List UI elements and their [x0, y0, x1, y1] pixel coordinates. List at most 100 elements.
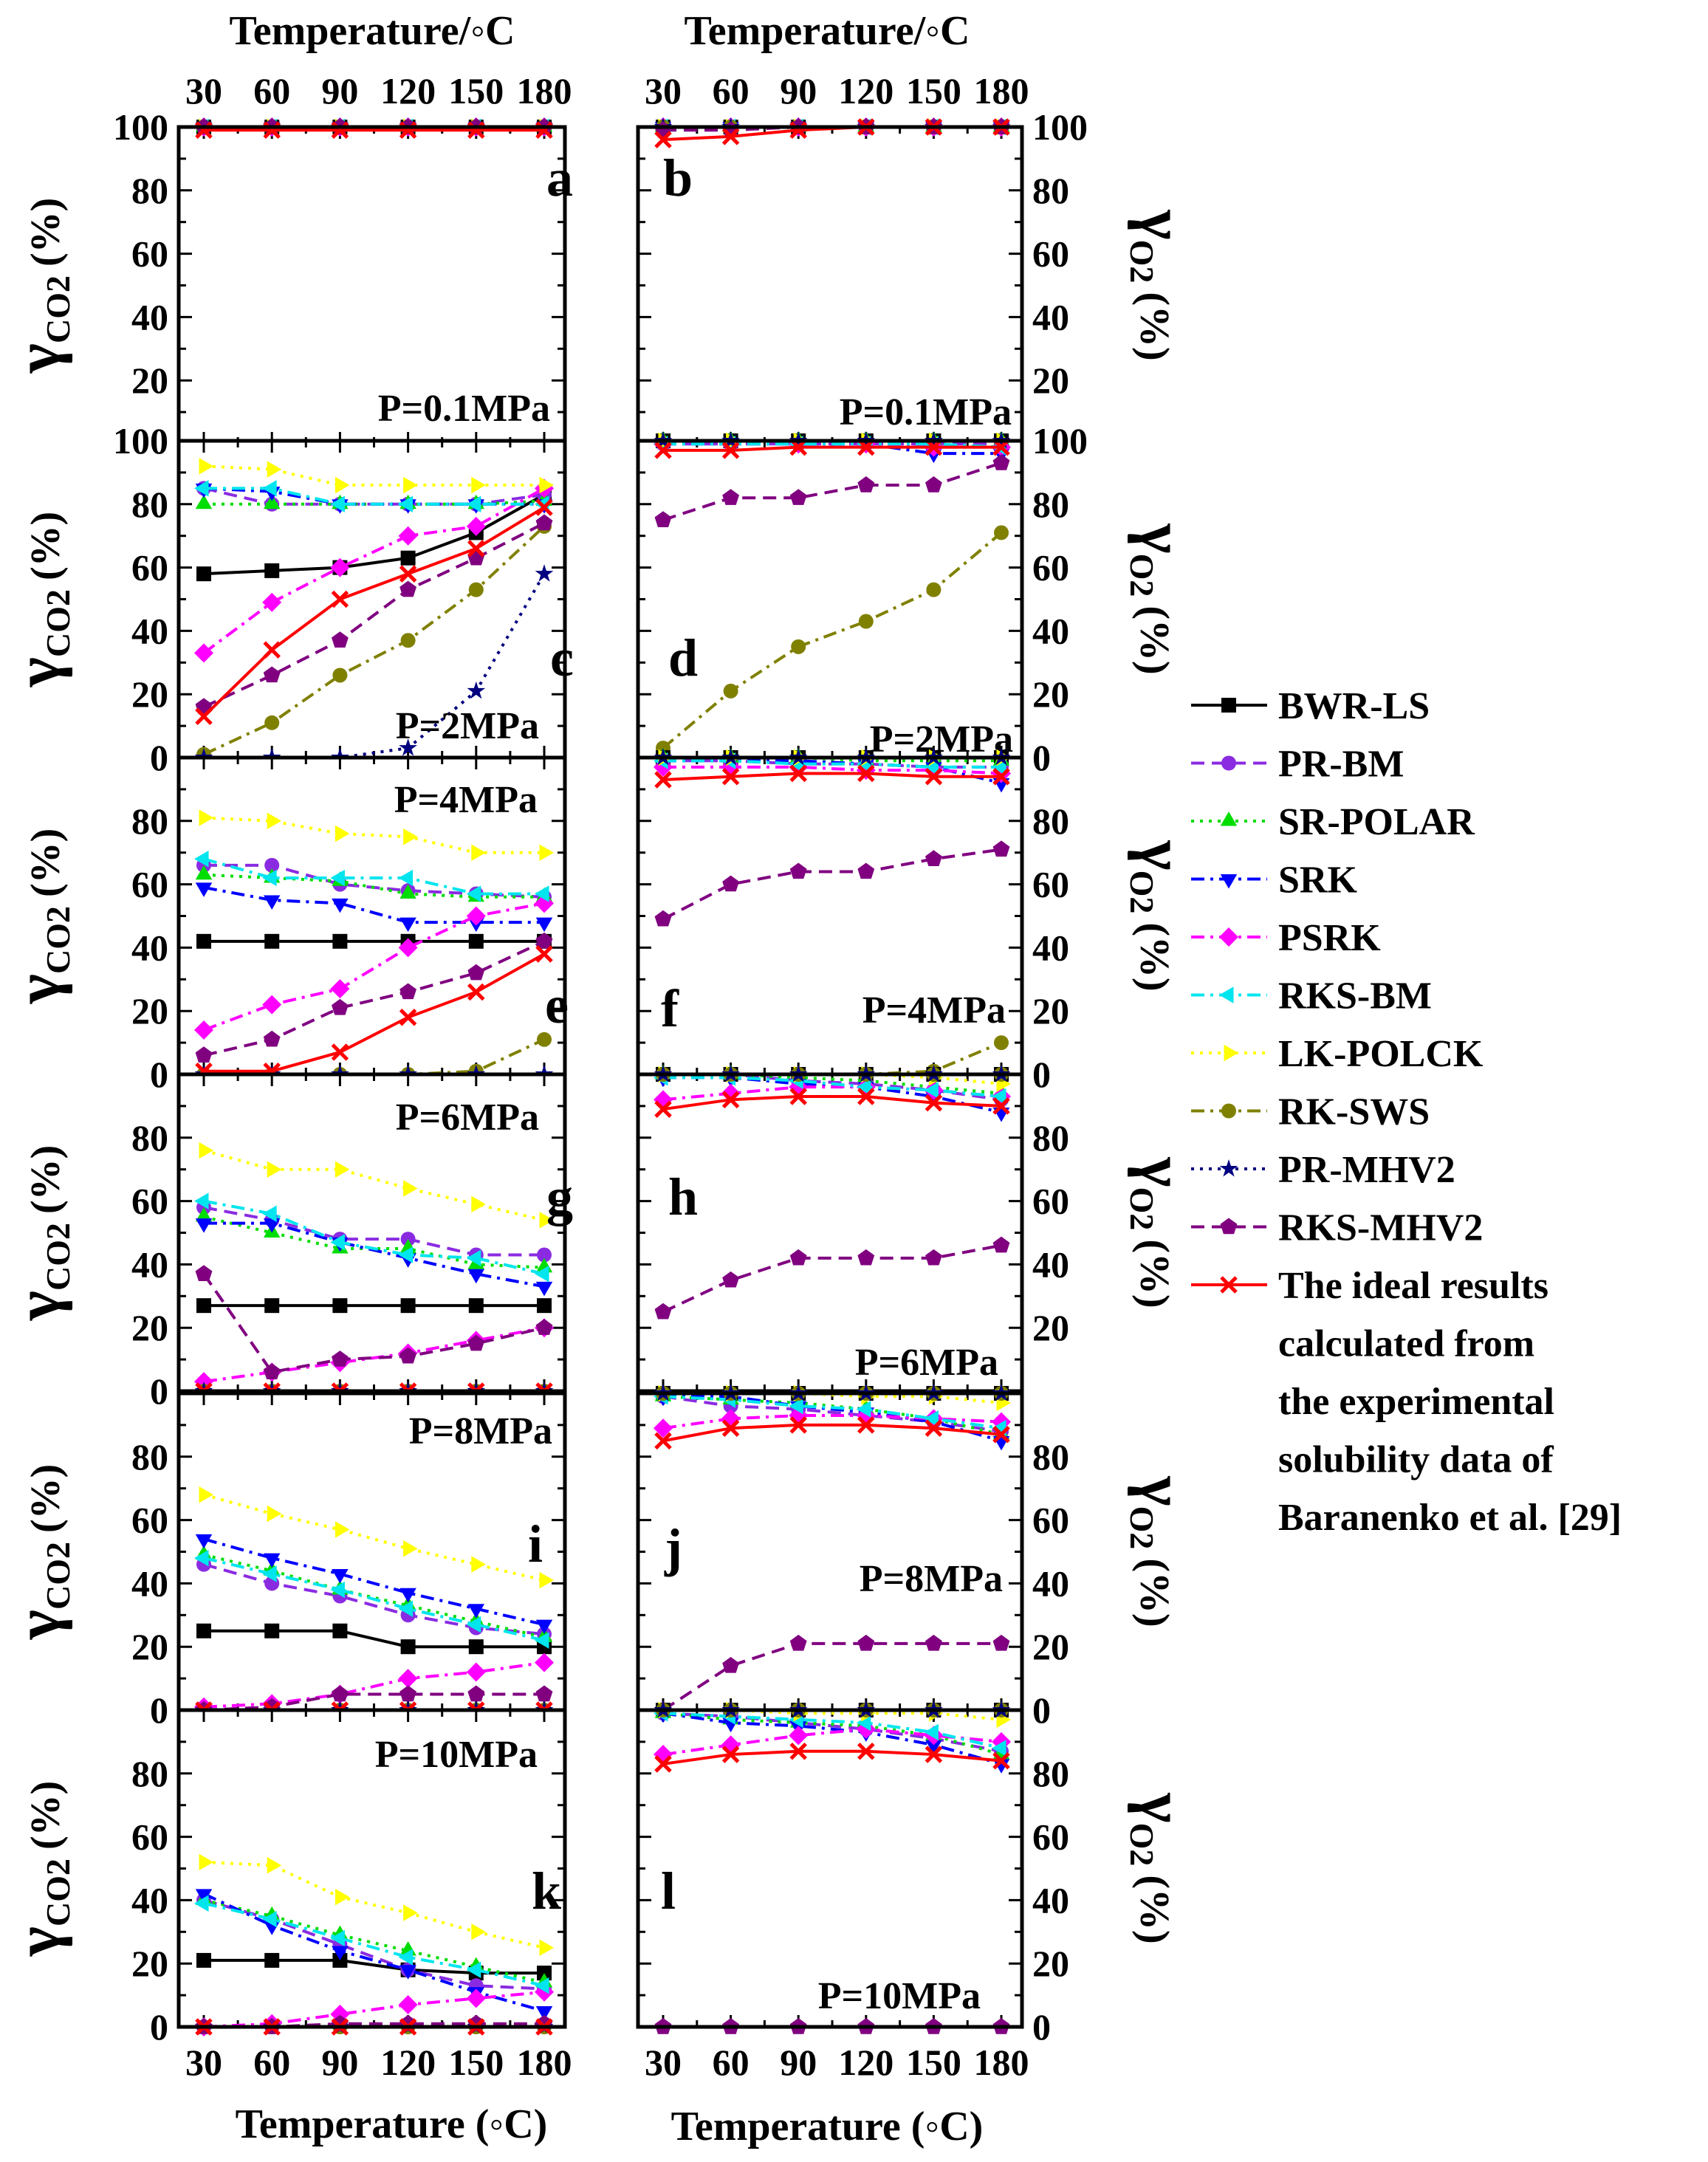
data-point: [332, 668, 348, 683]
legend-marker: [1219, 927, 1238, 947]
data-point: [467, 681, 486, 699]
series-rks-bm: [194, 1549, 549, 1649]
series-lk-polck: [199, 458, 554, 494]
y-axis-title: γO2 (%): [1123, 523, 1198, 674]
data-point: [535, 2006, 553, 2021]
y-axis-unit: (%): [1131, 1558, 1177, 1627]
y-tick-label: 0: [1032, 2006, 1051, 2048]
data-point: [721, 128, 740, 145]
data-point: [721, 1091, 740, 1109]
series-line: [203, 902, 545, 1032]
y-tick-label: 40: [1032, 296, 1069, 337]
data-point: [194, 1020, 213, 1040]
data-point: [654, 1418, 673, 1438]
data-point: [398, 1246, 414, 1263]
series-line: [662, 772, 1001, 782]
y-axis-symbol: γ: [2, 1926, 73, 1957]
legend-label: LK-POLCK: [1278, 1033, 1484, 1075]
plot-area: [638, 1710, 1022, 2027]
y-tick-label: 100: [1032, 106, 1088, 148]
y-axis-unit: (%): [1131, 1239, 1177, 1308]
data-point: [398, 938, 418, 958]
data-point: [332, 898, 349, 913]
pressure-label: P=8MPa: [409, 1410, 552, 1452]
panel-letter: f: [661, 979, 679, 1038]
y-tick-label: 40: [131, 1562, 168, 1604]
data-point: [331, 1685, 349, 1702]
y-axis-subscript: CO2: [39, 1859, 77, 1926]
panel-letter: a: [546, 148, 573, 207]
data-point: [195, 707, 213, 725]
series-line: [203, 1892, 545, 2013]
y-axis-symbol: γ: [1127, 1475, 1198, 1506]
data-point: [925, 1094, 943, 1112]
series-line: [662, 1423, 1002, 1443]
x-tick-label-top: 150: [448, 70, 504, 111]
data-point: [721, 1746, 740, 1763]
data-point: [264, 563, 280, 578]
y-tick-label: 80: [1032, 170, 1069, 211]
panel-frame: [636, 1708, 1024, 2029]
y-axis-symbol: γ: [1127, 1792, 1198, 1822]
legend-label: RKS-BM: [1278, 975, 1432, 1017]
data-point: [196, 1623, 211, 1638]
data-point: [264, 1298, 280, 1314]
y-axis-title: γCO2 (%): [2, 1464, 77, 1641]
series-rks-mhv2: [654, 1236, 1010, 1319]
data-point: [468, 582, 484, 597]
y-tick-label: 40: [1032, 927, 1069, 968]
x-tick-label-bottom: 180: [974, 2042, 1029, 2083]
data-point: [262, 592, 282, 612]
x-tick-label-top: 90: [780, 70, 817, 111]
data-point: [992, 767, 1010, 786]
panel-b: 100 80 60 40 20 b P=0.1MPa γO2 (%): [636, 106, 1198, 446]
series-line: [662, 1395, 1002, 1436]
data-point: [539, 1212, 554, 1229]
y-axis-symbol: γ: [2, 657, 73, 687]
data-point: [262, 1565, 277, 1582]
panel-k: 80 60 40 20 0 k P=10MPa γCO2 (%): [2, 1708, 567, 2048]
y-axis-symbol: γ: [1127, 523, 1198, 553]
legend-label: solubility data of: [1278, 1439, 1554, 1481]
series-line: [204, 953, 545, 1073]
data-point: [535, 932, 553, 949]
data-point: [199, 1142, 213, 1159]
x-axis-title: Temperature (◦C): [236, 2101, 548, 2147]
series-line: [662, 461, 1002, 522]
data-point: [399, 738, 417, 756]
y-tick-label: 0: [150, 1689, 168, 1731]
data-point: [335, 1521, 350, 1538]
y-axis-symbol: γ: [1127, 840, 1198, 870]
data-point: [263, 1363, 281, 1379]
data-point: [264, 857, 280, 873]
x-tick-label-top: 60: [713, 70, 750, 111]
plot-area: [638, 1074, 1022, 1391]
data-point: [467, 540, 485, 557]
data-point: [194, 1895, 209, 1912]
data-point: [400, 633, 416, 648]
data-point: [654, 1303, 672, 1319]
series-line: [203, 857, 544, 896]
y-tick-label: 40: [131, 1879, 168, 1921]
data-point: [857, 1743, 875, 1760]
data-point: [925, 1634, 942, 1651]
data-point: [789, 1088, 807, 1105]
y-axis-subscript: CO2: [39, 589, 77, 657]
x-tick-label-top: 60: [253, 70, 290, 111]
data-point: [856, 1401, 871, 1418]
data-point: [857, 1634, 875, 1651]
data-point: [857, 862, 875, 879]
data-point: [267, 1856, 282, 1874]
data-point: [199, 809, 213, 826]
y-tick-label: 0: [1032, 1054, 1051, 1095]
panel-letter: l: [661, 1861, 676, 1921]
panel-c: 100 80 60 40 20 0 c P=2MPa γCO2 (%): [2, 420, 574, 778]
data-point: [471, 476, 486, 494]
data-point: [398, 1600, 414, 1617]
x-tick-label-top: 30: [185, 70, 222, 111]
data-point: [856, 1714, 871, 1732]
series-line: [662, 1095, 1002, 1111]
series-line: [203, 1199, 545, 1276]
series-line: [203, 521, 545, 709]
pressure-label: P=6MPa: [396, 1097, 539, 1139]
